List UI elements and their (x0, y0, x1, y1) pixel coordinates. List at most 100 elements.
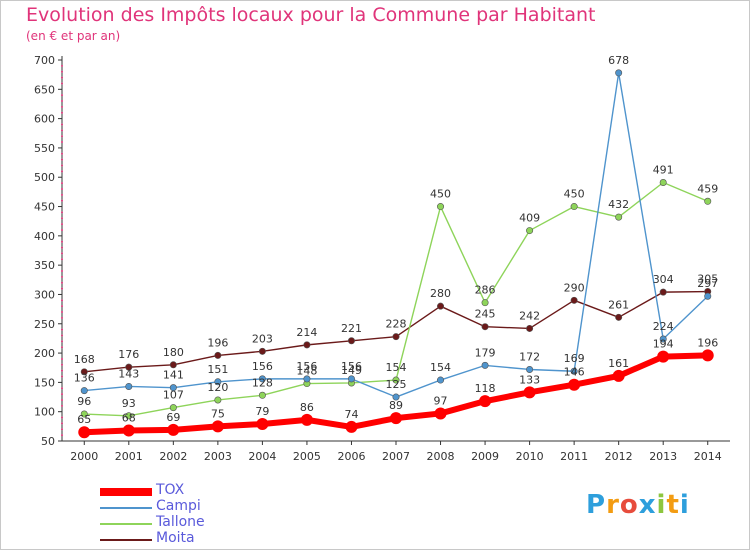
y-tick-label: 50 (41, 435, 55, 448)
y-tick-label: 300 (34, 288, 55, 301)
legend-label: Tallone (156, 514, 205, 530)
y-minor-dot (61, 135, 63, 138)
y-minor-dot (61, 404, 63, 407)
x-tick-label: 2013 (649, 450, 677, 463)
y-minor-dot (61, 369, 63, 372)
data-label-tox: 161 (608, 357, 629, 370)
data-label-moita: 290 (564, 281, 585, 294)
data-label-campi: 156 (341, 360, 362, 373)
y-minor-dot (61, 82, 63, 85)
data-label-tallone: 93 (122, 397, 136, 410)
data-label-tallone: 107 (163, 389, 184, 402)
legend-label: Moita (156, 530, 195, 546)
data-label-campi: 141 (163, 369, 184, 382)
data-point-tox (523, 386, 536, 399)
data-label-campi: 156 (296, 360, 317, 373)
y-minor-dot (61, 346, 63, 349)
data-label-moita: 228 (386, 318, 407, 331)
data-point-tox (345, 420, 358, 433)
y-tick-label: 600 (34, 113, 55, 126)
data-label-tallone: 450 (564, 188, 585, 201)
data-point-campi (659, 335, 667, 343)
y-tick-label: 200 (34, 347, 55, 360)
x-tick-label: 2005 (293, 450, 321, 463)
legend-swatch (100, 523, 152, 525)
y-minor-dot (61, 158, 63, 161)
data-label-campi: 169 (564, 352, 585, 365)
data-label-tox: 79 (255, 405, 269, 418)
y-minor-dot (61, 70, 63, 73)
data-label-moita: 203 (252, 332, 273, 345)
y-minor-dot (61, 328, 63, 331)
data-point-tallone (80, 410, 88, 418)
data-point-tallone (258, 391, 266, 399)
y-minor-dot (61, 129, 63, 132)
data-point-campi (526, 365, 534, 373)
data-point-tallone (615, 213, 623, 221)
data-point-moita (481, 323, 489, 331)
y-minor-dot (61, 100, 63, 103)
data-point-campi (169, 384, 177, 392)
y-minor-dot (61, 187, 63, 190)
y-tick-label: 100 (34, 406, 55, 419)
data-point-tox (167, 423, 180, 436)
data-label-moita: 304 (653, 273, 674, 286)
y-minor-dot (61, 316, 63, 319)
y-minor-dot (61, 311, 63, 314)
y-minor-dot (61, 270, 63, 273)
data-point-campi (347, 375, 355, 383)
data-label-campi: 154 (430, 361, 451, 374)
data-point-campi (80, 387, 88, 395)
data-label-tox: 118 (475, 382, 496, 395)
data-point-tox (122, 424, 135, 437)
y-minor-dot (61, 299, 63, 302)
legend-label: Campi (156, 498, 201, 514)
data-point-campi (570, 367, 578, 375)
data-point-tallone (704, 197, 712, 205)
y-minor-dot (61, 105, 63, 108)
data-point-moita (347, 337, 355, 345)
y-minor-dot (61, 123, 63, 126)
y-minor-dot (61, 164, 63, 167)
data-point-moita (303, 341, 311, 349)
y-minor-dot (61, 363, 63, 366)
y-minor-dot (61, 428, 63, 431)
data-label-campi: 151 (207, 363, 228, 376)
data-label-moita: 261 (608, 298, 629, 311)
y-minor-dot (61, 340, 63, 343)
data-point-tallone (392, 376, 400, 384)
data-point-tox (657, 350, 670, 363)
data-point-tox (701, 349, 714, 362)
data-label-tox: 133 (519, 373, 540, 386)
y-minor-dot (61, 182, 63, 185)
data-label-campi: 143 (118, 367, 139, 380)
data-point-tallone (659, 179, 667, 187)
y-minor-dot (61, 64, 63, 67)
data-label-campi: 678 (608, 54, 629, 67)
x-tick-label: 2001 (115, 450, 143, 463)
y-tick-label: 150 (34, 376, 55, 389)
y-minor-dot (61, 258, 63, 261)
data-label-tallone: 149 (341, 364, 362, 377)
data-point-tox (300, 413, 313, 426)
data-label-tox: 86 (300, 401, 314, 414)
data-label-tallone: 96 (77, 395, 91, 408)
data-point-moita (125, 363, 133, 371)
y-minor-dot (61, 240, 63, 243)
data-label-moita: 221 (341, 322, 362, 335)
data-point-moita (526, 324, 534, 332)
proxiti-logo: Proxiti (586, 490, 690, 520)
y-minor-dot (61, 275, 63, 278)
data-point-moita (80, 368, 88, 376)
data-point-tallone (437, 203, 445, 211)
x-tick-label: 2000 (70, 450, 98, 463)
y-minor-dot (61, 281, 63, 284)
x-tick-label: 2003 (204, 450, 232, 463)
data-point-tox (434, 407, 447, 420)
data-label-campi: 125 (386, 378, 407, 391)
data-label-tallone: 450 (430, 188, 451, 201)
y-tick-label: 650 (34, 83, 55, 96)
data-label-tallone: 148 (296, 365, 317, 378)
y-tick-label: 500 (34, 171, 55, 184)
